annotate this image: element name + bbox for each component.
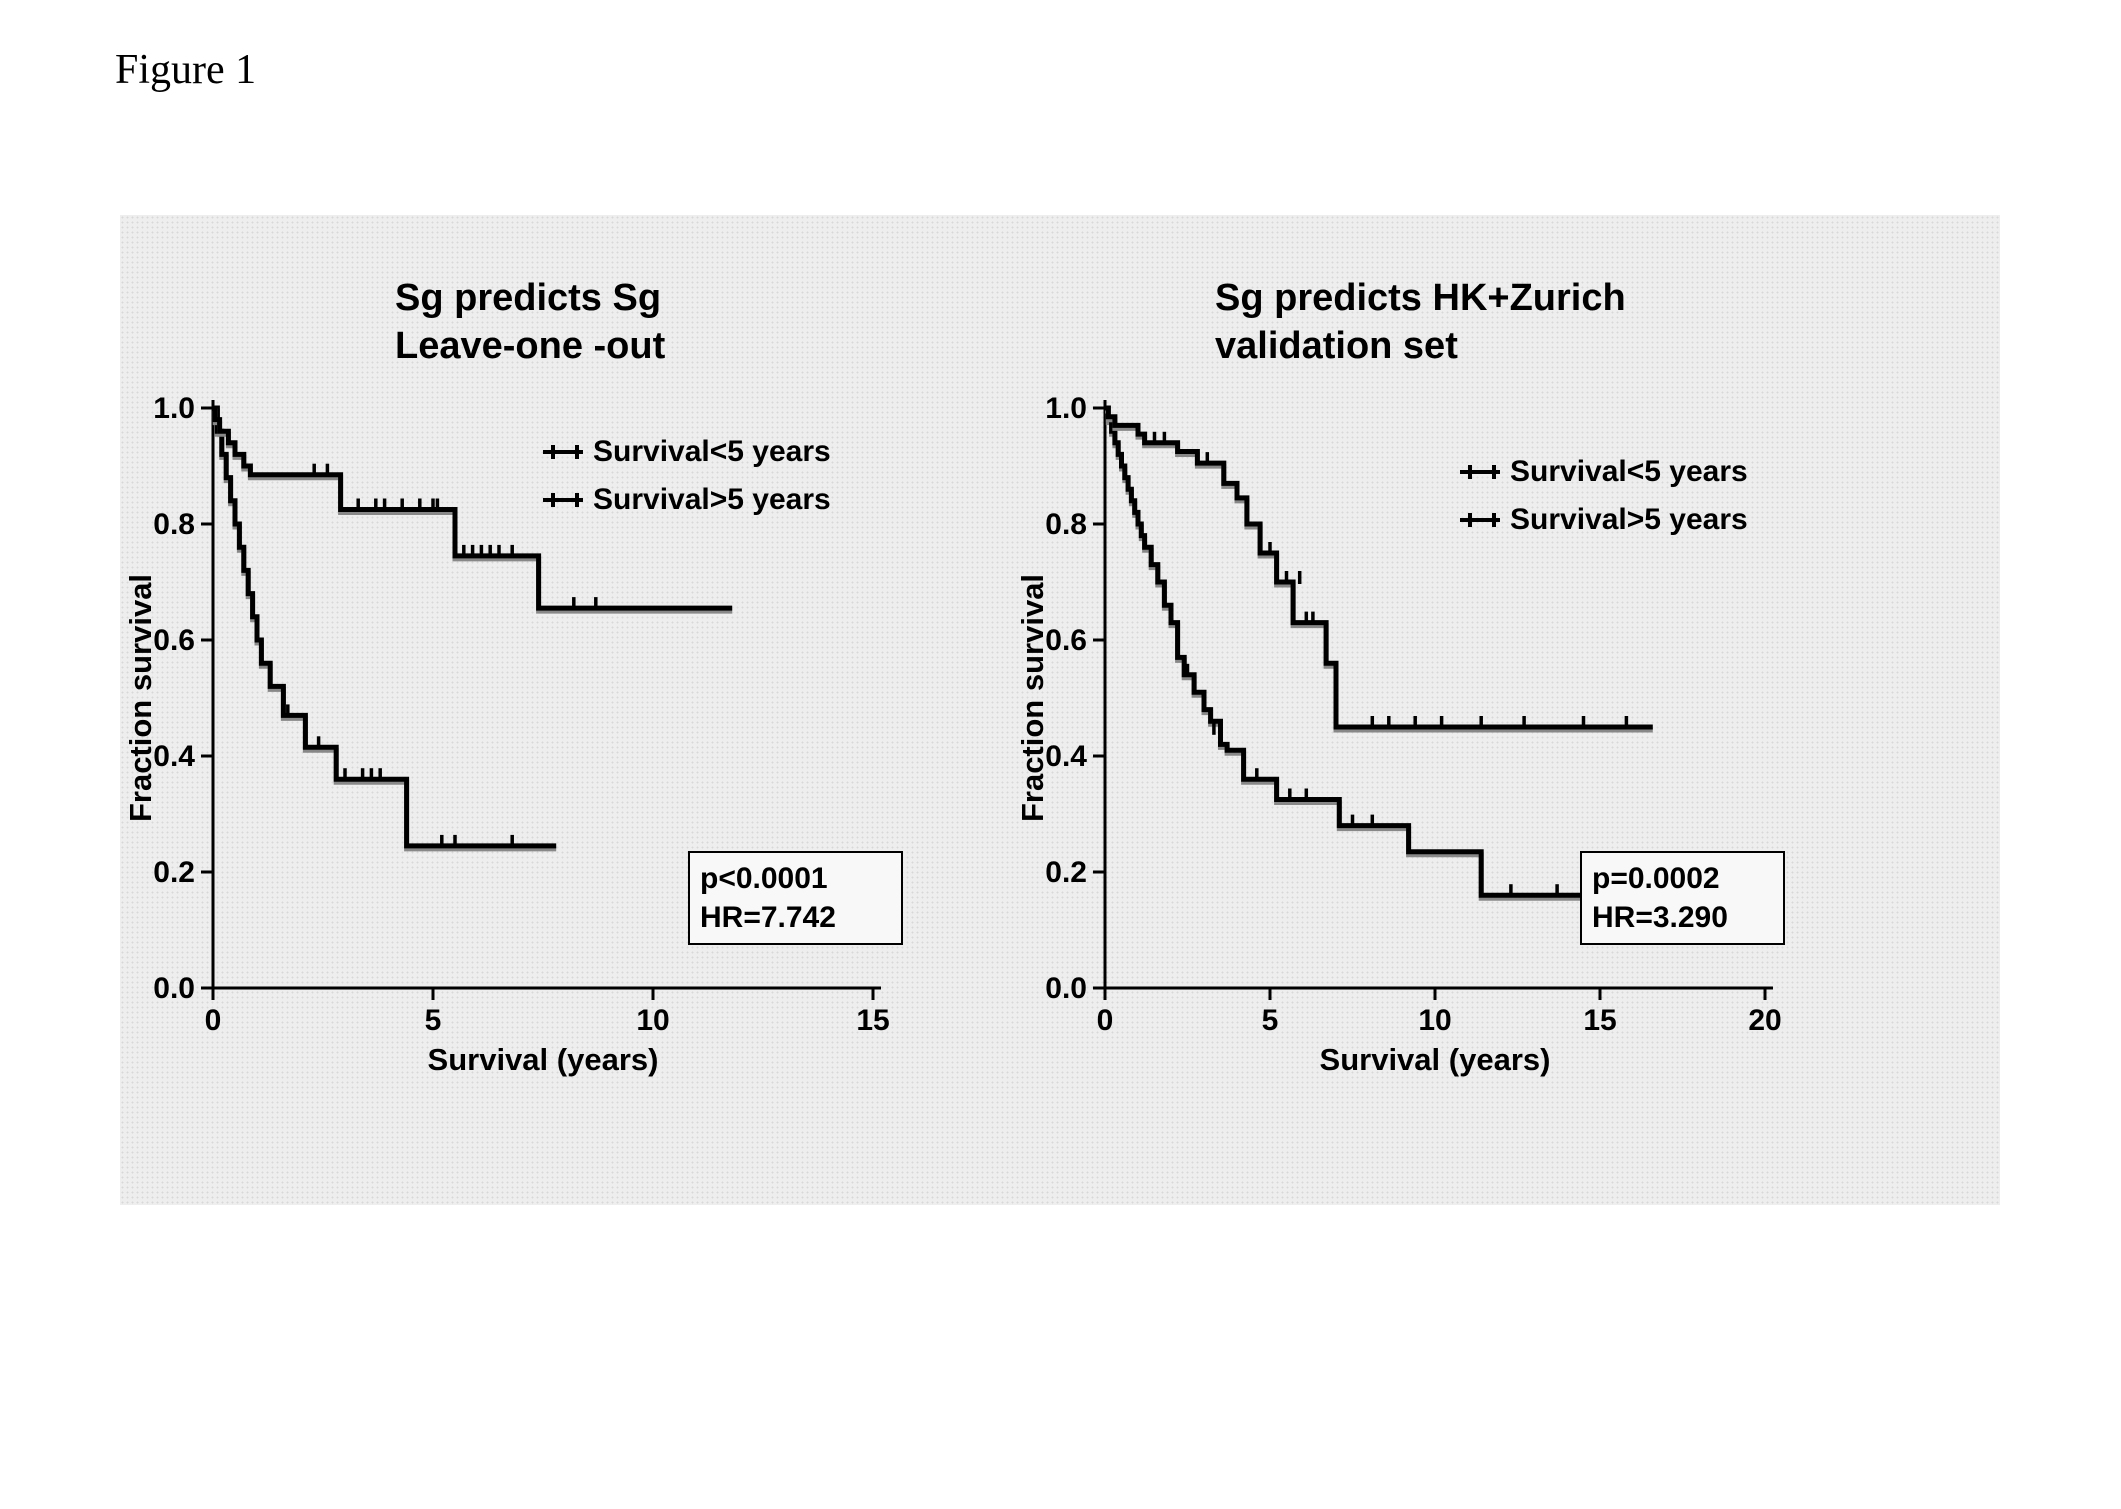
svg-text:0.8: 0.8 <box>153 508 195 541</box>
stats-box: p<0.0001 HR=7.742 <box>688 851 903 945</box>
legend-swatch <box>543 450 583 454</box>
chart-title: Sg predicts HK+Zurich validation set <box>1215 275 1626 370</box>
svg-text:Survival (years): Survival (years) <box>1320 1042 1551 1077</box>
legend-item: Survival<5 years <box>1460 448 1748 496</box>
legend-swatch <box>543 498 583 502</box>
svg-text:0: 0 <box>1097 1004 1114 1037</box>
svg-text:Survival (years): Survival (years) <box>428 1042 659 1077</box>
svg-text:10: 10 <box>1418 1004 1451 1037</box>
km-plot: 0.00.20.40.60.81.005101520Survival (year… <box>1105 408 1765 1048</box>
legend-label: Survival>5 years <box>1510 496 1748 544</box>
chart-title: Sg predicts Sg Leave-one -out <box>395 275 665 370</box>
svg-text:5: 5 <box>1262 1004 1279 1037</box>
km-plot: 0.00.20.40.60.81.0051015Survival (years)… <box>213 408 873 1048</box>
svg-text:20: 20 <box>1748 1004 1781 1037</box>
legend-item: Survival>5 years <box>543 476 831 524</box>
svg-text:0.4: 0.4 <box>153 740 195 773</box>
svg-text:Fraction survival: Fraction survival <box>123 574 158 822</box>
legend-swatch <box>1460 518 1500 522</box>
svg-text:15: 15 <box>1583 1004 1616 1037</box>
svg-text:0: 0 <box>205 1004 222 1037</box>
legend-swatch <box>1460 470 1500 474</box>
svg-text:1.0: 1.0 <box>1045 392 1087 425</box>
svg-text:1.0: 1.0 <box>153 392 195 425</box>
legend: Survival<5 yearsSurvival>5 years <box>543 428 831 524</box>
legend-label: Survival<5 years <box>593 428 831 476</box>
svg-text:0.0: 0.0 <box>1045 972 1087 1005</box>
figure-label: Figure 1 <box>115 46 256 94</box>
svg-text:5: 5 <box>425 1004 442 1037</box>
svg-text:10: 10 <box>636 1004 669 1037</box>
svg-text:0.6: 0.6 <box>1045 624 1087 657</box>
svg-text:0.2: 0.2 <box>1045 856 1087 889</box>
svg-text:0.8: 0.8 <box>1045 508 1087 541</box>
legend: Survival<5 yearsSurvival>5 years <box>1460 448 1748 544</box>
svg-text:0.2: 0.2 <box>153 856 195 889</box>
stats-box: p=0.0002 HR=3.290 <box>1580 851 1785 945</box>
legend-label: Survival>5 years <box>593 476 831 524</box>
svg-text:0.4: 0.4 <box>1045 740 1087 773</box>
svg-text:15: 15 <box>856 1004 889 1037</box>
legend-item: Survival<5 years <box>543 428 831 476</box>
svg-text:0.6: 0.6 <box>153 624 195 657</box>
legend-label: Survival<5 years <box>1510 448 1748 496</box>
svg-text:0.0: 0.0 <box>153 972 195 1005</box>
svg-text:Fraction survival: Fraction survival <box>1015 574 1050 822</box>
legend-item: Survival>5 years <box>1460 496 1748 544</box>
